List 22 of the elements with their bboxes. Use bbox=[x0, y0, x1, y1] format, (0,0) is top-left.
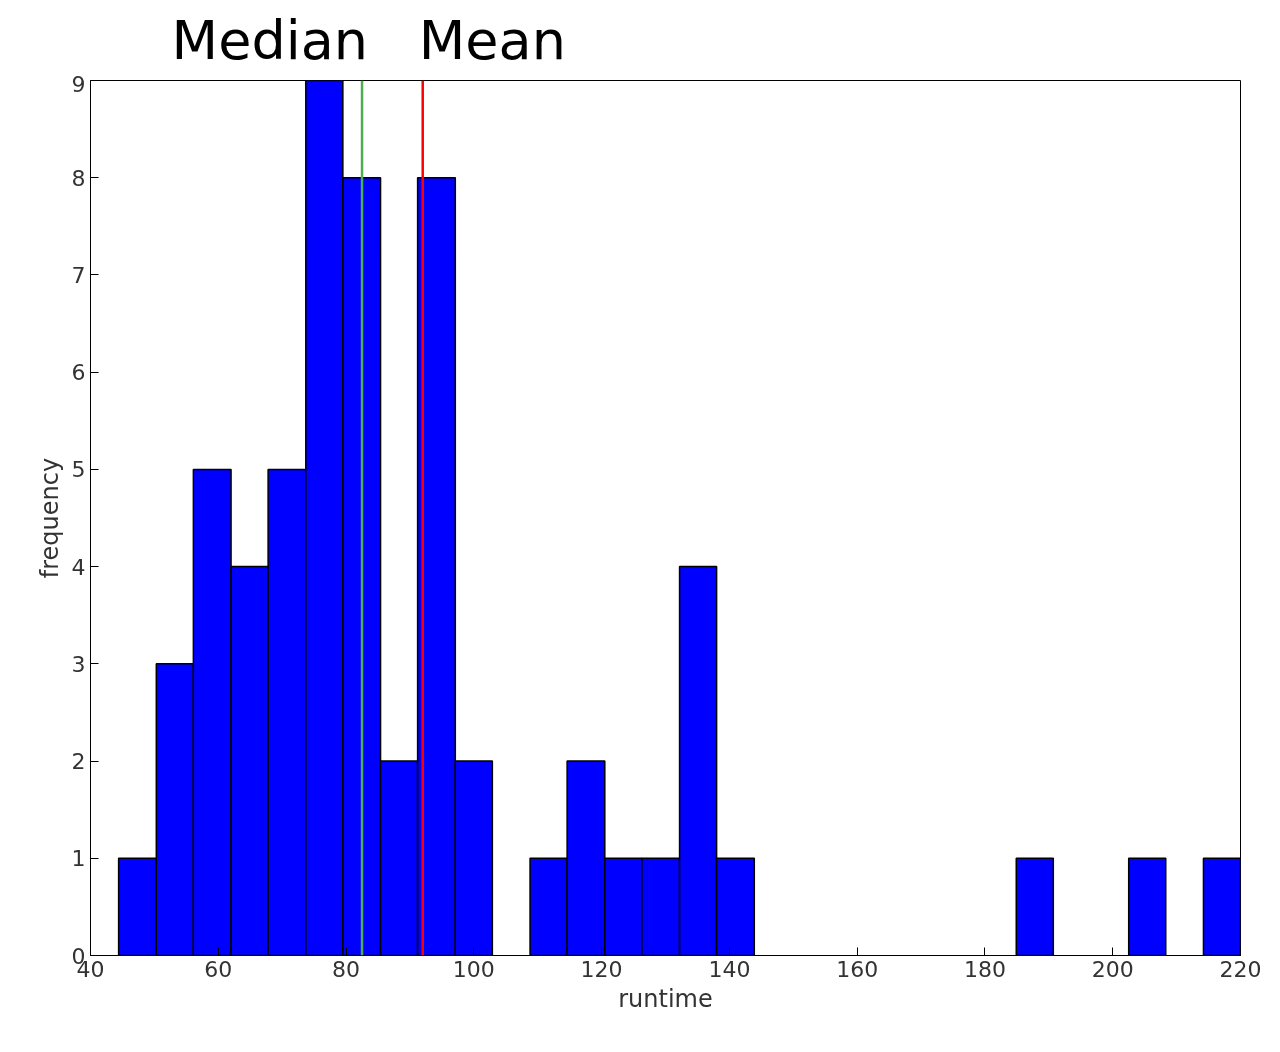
y-tick-label: 4 bbox=[71, 554, 86, 580]
x-tick-label: 80 bbox=[332, 956, 361, 982]
y-tick-label: 8 bbox=[71, 165, 86, 191]
x-axis-title: runtime bbox=[618, 984, 713, 1013]
y-tick-label: 1 bbox=[71, 846, 86, 872]
y-tick-label: 2 bbox=[71, 749, 86, 775]
y-tick-label: 7 bbox=[71, 262, 86, 288]
x-tick-label: 180 bbox=[963, 956, 1006, 982]
y-tick-label: 3 bbox=[71, 651, 86, 677]
y-tick-label: 5 bbox=[71, 457, 86, 483]
x-tick-label: 140 bbox=[708, 956, 751, 982]
y-tick-label: 9 bbox=[71, 71, 86, 97]
y-axis-title: frequency bbox=[35, 457, 64, 579]
x-tick-label: 160 bbox=[836, 956, 879, 982]
x-tick-label: 220 bbox=[1219, 956, 1262, 982]
ref-line-label: Mean bbox=[418, 8, 566, 72]
ref-line-label: Median bbox=[171, 8, 369, 72]
x-tick-label: 200 bbox=[1091, 956, 1134, 982]
x-tick-label: 120 bbox=[580, 956, 623, 982]
x-tick-label: 60 bbox=[204, 956, 233, 982]
y-tick-label: 6 bbox=[71, 360, 86, 386]
x-tick-label: 100 bbox=[452, 956, 495, 982]
